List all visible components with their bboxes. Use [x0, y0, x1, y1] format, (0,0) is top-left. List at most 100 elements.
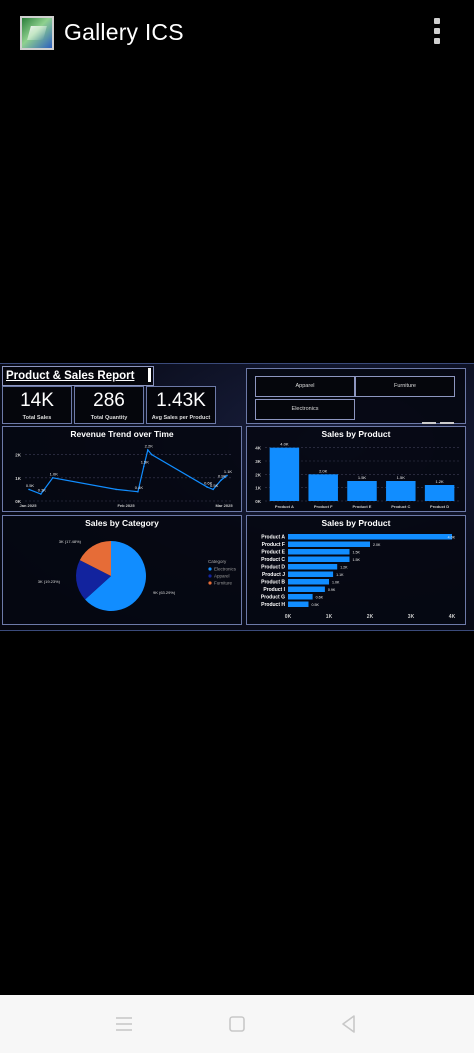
legend-marker: [208, 574, 212, 578]
y-category-label: Product E: [261, 550, 285, 556]
y-category-label: Product F: [262, 542, 285, 548]
data-label: 1.1K: [224, 469, 233, 474]
chart-title: Sales by Category: [85, 518, 159, 528]
kpi-total-sales: 14K Total Sales: [2, 386, 72, 424]
data-label: 0.9K: [328, 588, 336, 592]
x-tick-label: Feb 2025: [117, 503, 135, 508]
kpi-value: 286: [93, 390, 125, 411]
bar: [288, 571, 334, 577]
chart-title: Revenue Trend over Time: [70, 429, 174, 439]
slice-label: 3K (17.48%): [59, 539, 82, 544]
kpi-value: 14K: [20, 390, 54, 411]
gallery-app-icon[interactable]: [20, 16, 54, 50]
bar: [288, 564, 338, 570]
data-label: 4.0K: [280, 442, 289, 447]
data-label: 1.5K: [353, 550, 361, 554]
back-icon[interactable]: [338, 1013, 360, 1035]
data-label: 0.9K: [218, 474, 227, 479]
data-label: 0.5K: [210, 483, 219, 488]
bar: [288, 534, 452, 540]
pie-slice: [79, 541, 111, 576]
sales-by-category-panel: Sales by Category 9K (63.29%) 3K (19.23%)…: [2, 515, 242, 625]
data-label: 0.3K: [38, 488, 47, 493]
bar: [269, 447, 300, 501]
menu-icon[interactable]: [113, 1013, 135, 1035]
legend-marker: [208, 567, 212, 571]
bar: [288, 541, 370, 547]
revenue-line: [28, 448, 228, 495]
y-tick-label: 3K: [255, 459, 262, 464]
pie-slice: [85, 541, 146, 611]
bar: [308, 474, 338, 501]
sales-by-product-horizontal-panel: Sales by Product Product A 4.0K Product F 2…: [246, 515, 466, 625]
data-label: 1.2K: [340, 565, 348, 569]
title-cursor-bar: [148, 368, 151, 382]
kpi-value: 1.43K: [156, 390, 206, 411]
scroll-indicator: [422, 422, 436, 424]
data-label: 1.5K: [353, 558, 361, 562]
data-label: 0.6K: [204, 481, 213, 486]
x-tick-label: Jan 2025: [20, 503, 38, 508]
data-label: 2.2K: [145, 443, 154, 448]
data-label: 0.5K: [26, 483, 35, 488]
slicer-electronics[interactable]: Electronics: [255, 399, 355, 420]
data-point: [206, 486, 208, 488]
y-category-label: Product G: [261, 595, 285, 601]
x-tick-label: Mar 2025: [215, 503, 233, 508]
data-point: [40, 493, 42, 495]
bar: [288, 594, 313, 600]
data-label: 1.0K: [50, 471, 59, 476]
bar: [288, 586, 325, 592]
app-title: Gallery ICS: [64, 19, 184, 45]
data-label: 1.0K: [332, 580, 340, 584]
y-category-label: Product J: [262, 572, 285, 578]
bar: [424, 485, 455, 501]
x-tick-label: 4K: [449, 614, 456, 620]
home-icon[interactable]: [226, 1013, 248, 1035]
kpi-label: Total Sales: [22, 415, 52, 421]
data-point: [28, 488, 30, 491]
bar: [288, 601, 309, 607]
y-category-label: Product B: [261, 580, 285, 586]
pie-slice: [75, 560, 111, 600]
x-tick-label: Product F: [314, 504, 333, 509]
y-category-label: Product D: [261, 565, 285, 571]
report-title: Product & Sales Report: [6, 370, 135, 382]
data-point: [226, 474, 228, 477]
report-title-box: Product & Sales Report: [2, 366, 154, 386]
sales-by-category-chart: 9K (63.29%) 3K (19.23%) 3K (17.48%) Categor…: [38, 539, 237, 611]
bar: [288, 549, 350, 555]
sales-by-product-horizontal-chart: Product A 4.0K Product F 2.0K Product E 1.5K P…: [261, 534, 456, 620]
y-tick-label: 0K: [15, 499, 22, 504]
scroll-indicator: [440, 422, 454, 424]
slicer-furniture[interactable]: Furniture: [355, 376, 455, 397]
data-label: 2.0K: [373, 543, 381, 547]
chart-title: Sales by Product: [321, 518, 391, 528]
system-navigation-bar: [0, 995, 474, 1053]
data-point: [143, 465, 145, 467]
data-label: 2.0K: [319, 468, 328, 473]
x-tick-label: 3K: [408, 614, 415, 620]
x-tick-label: 1K: [326, 614, 333, 620]
kpi-avg-sales: 1.43K Avg Sales per Product: [146, 386, 216, 424]
y-category-label: Product A: [261, 535, 285, 541]
slicer-apparel[interactable]: Apparel: [255, 376, 355, 397]
y-tick-label: 2K: [255, 472, 262, 477]
data-point: [137, 490, 139, 493]
data-point: [147, 449, 149, 451]
y-tick-label: 1K: [15, 476, 22, 481]
x-tick-label: Product D: [430, 504, 449, 509]
data-label: 1.2K: [435, 479, 444, 484]
more-options-icon[interactable]: [430, 16, 444, 46]
x-tick-label: 0K: [285, 614, 292, 620]
kpi-label: Avg Sales per Product: [151, 415, 211, 421]
x-tick-label: 2K: [367, 614, 374, 620]
data-point: [115, 488, 117, 491]
x-tick-label: Product E: [353, 504, 372, 509]
data-label: 1.5K: [141, 460, 150, 465]
y-tick-label: 2K: [15, 453, 22, 458]
x-tick-label: Product A: [275, 504, 294, 509]
y-tick-label: 1K: [255, 486, 262, 491]
x-tick-label: Product C: [391, 504, 410, 509]
